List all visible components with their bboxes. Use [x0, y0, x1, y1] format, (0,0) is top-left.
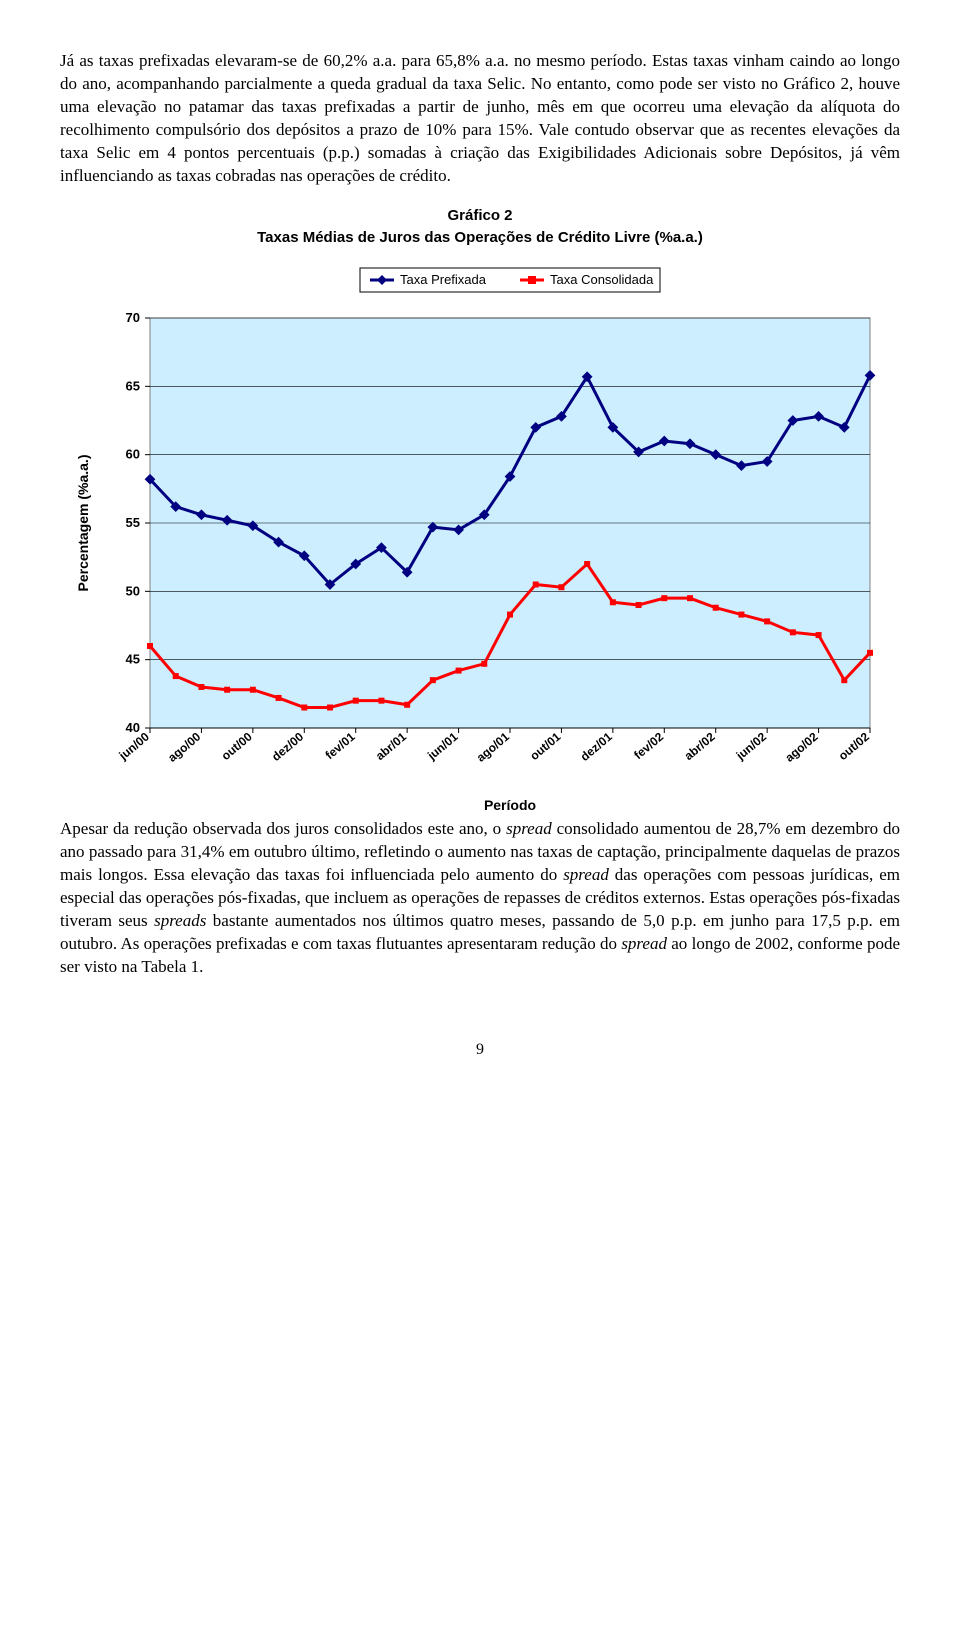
- p2-b: spread: [506, 819, 552, 838]
- svg-text:out/02: out/02: [836, 729, 872, 763]
- p2-a: Apesar da redução observada dos juros co…: [60, 819, 506, 838]
- svg-text:Período: Período: [484, 797, 536, 813]
- chart-container: Gráfico 2 Taxas Médias de Juros das Oper…: [60, 206, 900, 819]
- chart-svg: 40455055606570jun/00ago/00out/00dez/00fe…: [70, 258, 890, 818]
- p2-f: spreads: [154, 911, 206, 930]
- svg-text:jun/01: jun/01: [424, 729, 461, 763]
- svg-text:out/00: out/00: [219, 729, 255, 763]
- p2-h: spread: [621, 934, 667, 953]
- svg-text:jun/02: jun/02: [733, 729, 770, 763]
- svg-text:65: 65: [126, 378, 140, 393]
- svg-text:Taxa Consolidada: Taxa Consolidada: [550, 272, 654, 287]
- svg-text:dez/01: dez/01: [578, 729, 615, 764]
- svg-text:ago/02: ago/02: [782, 729, 820, 764]
- svg-text:60: 60: [126, 447, 140, 462]
- svg-text:55: 55: [126, 515, 140, 530]
- chart-subtitle: Taxas Médias de Juros das Operações de C…: [60, 228, 900, 248]
- svg-text:50: 50: [126, 583, 140, 598]
- svg-text:ago/01: ago/01: [474, 729, 512, 764]
- svg-text:abr/02: abr/02: [682, 729, 718, 763]
- svg-text:fev/01: fev/01: [323, 729, 358, 762]
- p2-d: spread: [563, 865, 609, 884]
- page-number: 9: [60, 1039, 900, 1061]
- svg-text:ago/00: ago/00: [165, 729, 203, 764]
- paragraph-1: Já as taxas prefixadas elevaram-se de 60…: [60, 50, 900, 188]
- svg-text:70: 70: [126, 310, 140, 325]
- svg-text:dez/00: dez/00: [269, 729, 306, 764]
- svg-text:45: 45: [126, 652, 140, 667]
- svg-text:out/01: out/01: [527, 729, 563, 763]
- svg-text:fev/02: fev/02: [631, 729, 666, 762]
- chart-title: Gráfico 2: [60, 206, 900, 226]
- paragraph-2: Apesar da redução observada dos juros co…: [60, 818, 900, 979]
- svg-text:Percentagem (%a.a.): Percentagem (%a.a.): [75, 455, 91, 592]
- svg-text:abr/01: abr/01: [373, 729, 409, 763]
- svg-text:Taxa Prefixada: Taxa Prefixada: [400, 272, 487, 287]
